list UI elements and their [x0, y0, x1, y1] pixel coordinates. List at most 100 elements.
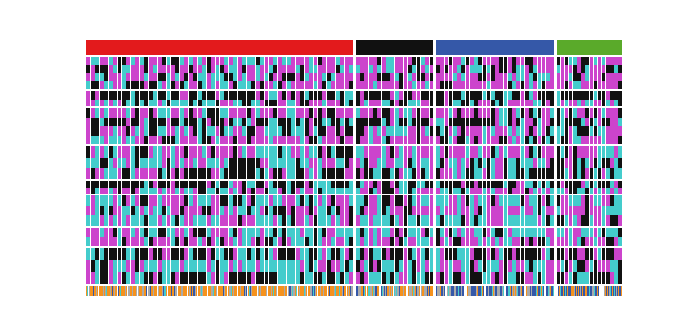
FancyBboxPatch shape	[238, 146, 242, 157]
FancyBboxPatch shape	[247, 195, 251, 206]
FancyBboxPatch shape	[436, 206, 439, 215]
FancyBboxPatch shape	[149, 126, 153, 136]
FancyBboxPatch shape	[538, 260, 541, 272]
FancyBboxPatch shape	[528, 286, 529, 296]
FancyBboxPatch shape	[440, 65, 444, 73]
FancyBboxPatch shape	[300, 286, 301, 296]
FancyBboxPatch shape	[364, 108, 368, 118]
FancyBboxPatch shape	[211, 108, 215, 118]
FancyBboxPatch shape	[399, 168, 403, 179]
FancyBboxPatch shape	[602, 136, 605, 144]
FancyBboxPatch shape	[336, 272, 340, 284]
FancyBboxPatch shape	[131, 206, 135, 215]
FancyBboxPatch shape	[614, 286, 615, 296]
FancyBboxPatch shape	[356, 181, 359, 188]
FancyBboxPatch shape	[318, 146, 322, 157]
FancyBboxPatch shape	[251, 272, 255, 284]
FancyBboxPatch shape	[340, 215, 344, 226]
FancyBboxPatch shape	[529, 260, 533, 272]
FancyBboxPatch shape	[189, 228, 193, 237]
FancyBboxPatch shape	[149, 100, 153, 106]
FancyBboxPatch shape	[577, 73, 580, 81]
FancyBboxPatch shape	[529, 206, 533, 215]
FancyBboxPatch shape	[373, 136, 377, 144]
FancyBboxPatch shape	[556, 100, 560, 106]
FancyBboxPatch shape	[158, 168, 162, 179]
FancyBboxPatch shape	[327, 100, 331, 106]
FancyBboxPatch shape	[184, 157, 188, 168]
FancyBboxPatch shape	[538, 195, 541, 206]
FancyBboxPatch shape	[260, 100, 264, 106]
FancyBboxPatch shape	[260, 272, 264, 284]
FancyBboxPatch shape	[251, 65, 255, 73]
FancyBboxPatch shape	[390, 157, 395, 168]
FancyBboxPatch shape	[585, 286, 586, 296]
FancyBboxPatch shape	[247, 90, 251, 100]
FancyBboxPatch shape	[309, 146, 313, 157]
FancyBboxPatch shape	[86, 195, 91, 206]
FancyBboxPatch shape	[238, 81, 242, 89]
FancyBboxPatch shape	[373, 248, 377, 260]
FancyBboxPatch shape	[193, 118, 197, 126]
FancyBboxPatch shape	[382, 237, 386, 246]
FancyBboxPatch shape	[448, 181, 453, 188]
FancyBboxPatch shape	[252, 286, 253, 296]
FancyBboxPatch shape	[229, 181, 233, 188]
FancyBboxPatch shape	[594, 286, 596, 296]
FancyBboxPatch shape	[340, 248, 344, 260]
FancyBboxPatch shape	[274, 195, 277, 206]
FancyBboxPatch shape	[153, 65, 157, 73]
FancyBboxPatch shape	[364, 286, 366, 296]
FancyBboxPatch shape	[444, 181, 448, 188]
FancyBboxPatch shape	[442, 286, 444, 296]
FancyBboxPatch shape	[180, 81, 184, 89]
FancyBboxPatch shape	[364, 272, 368, 284]
FancyBboxPatch shape	[283, 126, 286, 136]
FancyBboxPatch shape	[491, 272, 495, 284]
FancyBboxPatch shape	[520, 118, 524, 126]
FancyBboxPatch shape	[143, 286, 144, 296]
FancyBboxPatch shape	[162, 286, 163, 296]
FancyBboxPatch shape	[538, 168, 541, 179]
FancyBboxPatch shape	[529, 188, 533, 194]
FancyBboxPatch shape	[606, 81, 609, 89]
FancyBboxPatch shape	[550, 181, 554, 188]
FancyBboxPatch shape	[360, 100, 364, 106]
FancyBboxPatch shape	[327, 206, 331, 215]
FancyBboxPatch shape	[421, 57, 425, 65]
FancyBboxPatch shape	[589, 90, 593, 100]
FancyBboxPatch shape	[556, 73, 560, 81]
FancyBboxPatch shape	[283, 73, 286, 81]
FancyBboxPatch shape	[556, 237, 560, 246]
FancyBboxPatch shape	[618, 146, 622, 157]
FancyBboxPatch shape	[276, 286, 278, 296]
FancyBboxPatch shape	[556, 81, 560, 89]
FancyBboxPatch shape	[144, 237, 148, 246]
FancyBboxPatch shape	[538, 136, 541, 144]
FancyBboxPatch shape	[516, 118, 520, 126]
FancyBboxPatch shape	[360, 157, 364, 168]
FancyBboxPatch shape	[610, 57, 614, 65]
FancyBboxPatch shape	[581, 90, 585, 100]
FancyBboxPatch shape	[360, 108, 364, 118]
FancyBboxPatch shape	[202, 136, 206, 144]
FancyBboxPatch shape	[602, 100, 605, 106]
FancyBboxPatch shape	[153, 272, 157, 284]
FancyBboxPatch shape	[314, 228, 317, 237]
FancyBboxPatch shape	[565, 168, 569, 179]
FancyBboxPatch shape	[108, 228, 113, 237]
FancyBboxPatch shape	[340, 81, 344, 89]
FancyBboxPatch shape	[404, 73, 407, 81]
FancyBboxPatch shape	[413, 65, 416, 73]
FancyBboxPatch shape	[517, 286, 518, 296]
FancyBboxPatch shape	[122, 228, 126, 237]
FancyBboxPatch shape	[314, 168, 317, 179]
FancyBboxPatch shape	[102, 286, 103, 296]
FancyBboxPatch shape	[377, 126, 381, 136]
FancyBboxPatch shape	[309, 157, 313, 168]
FancyBboxPatch shape	[287, 237, 291, 246]
FancyBboxPatch shape	[482, 272, 486, 284]
FancyBboxPatch shape	[256, 272, 260, 284]
FancyBboxPatch shape	[184, 188, 188, 194]
FancyBboxPatch shape	[373, 108, 377, 118]
